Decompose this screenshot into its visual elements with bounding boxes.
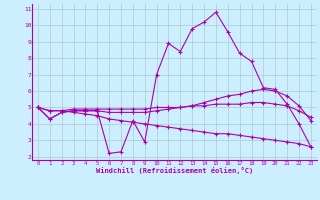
- X-axis label: Windchill (Refroidissement éolien,°C): Windchill (Refroidissement éolien,°C): [96, 167, 253, 174]
